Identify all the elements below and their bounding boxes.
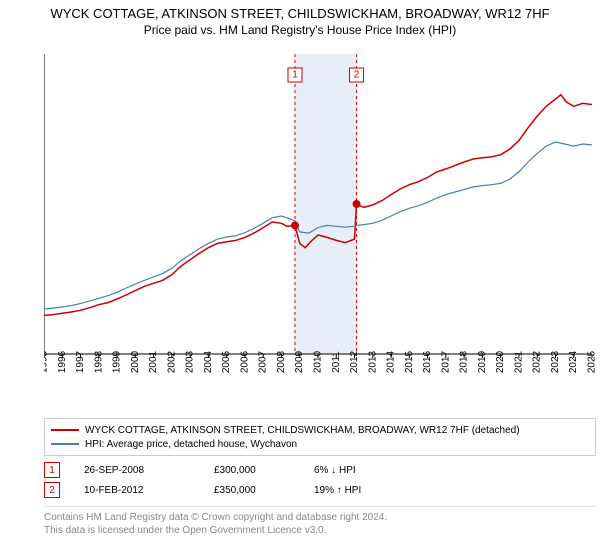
footer-line-1: Contains HM Land Registry data © Crown c…	[44, 511, 596, 524]
chart-plot: £0£100K£200K£300K£400K£500K£600K£700K199…	[44, 50, 596, 410]
event-row: 2 10-FEB-2012£350,00019% ↑ HPI	[44, 480, 596, 500]
chart-title-block: WYCK COTTAGE, ATKINSON STREET, CHILDSWIC…	[0, 0, 600, 37]
footer: Contains HM Land Registry data © Crown c…	[44, 506, 596, 537]
legend-item: WYCK COTTAGE, ATKINSON STREET, CHILDSWIC…	[51, 423, 589, 437]
svg-text:1: 1	[292, 70, 298, 81]
legend-swatch	[51, 443, 79, 445]
event-marker: 1	[44, 462, 60, 478]
event-date: 26-SEP-2008	[84, 465, 214, 476]
legend-label: HPI: Average price, detached house, Wych…	[85, 439, 297, 450]
legend-item: HPI: Average price, detached house, Wych…	[51, 437, 589, 451]
legend-label: WYCK COTTAGE, ATKINSON STREET, CHILDSWIC…	[85, 425, 520, 436]
event-date: 10-FEB-2012	[84, 485, 214, 496]
events-table: 1 26-SEP-2008£300,0006% ↓ HPI 2 10-FEB-2012…	[44, 460, 596, 500]
footer-line-2: This data is licensed under the Open Gov…	[44, 524, 596, 537]
legend-swatch	[51, 429, 79, 431]
event-price: £300,000	[214, 465, 314, 476]
event-row: 1 26-SEP-2008£300,0006% ↓ HPI	[44, 460, 596, 480]
chart-subtitle: Price paid vs. HM Land Registry's House …	[0, 23, 600, 37]
event-price: £350,000	[214, 485, 314, 496]
event-delta: 19% ↑ HPI	[314, 485, 434, 496]
event-delta: 6% ↓ HPI	[314, 465, 434, 476]
legend: WYCK COTTAGE, ATKINSON STREET, CHILDSWIC…	[44, 418, 596, 456]
chart-svg: £0£100K£200K£300K£400K£500K£600K£700K199…	[44, 50, 596, 410]
event-marker: 2	[44, 482, 60, 498]
svg-text:2: 2	[354, 70, 360, 81]
chart-title: WYCK COTTAGE, ATKINSON STREET, CHILDSWIC…	[0, 6, 600, 21]
